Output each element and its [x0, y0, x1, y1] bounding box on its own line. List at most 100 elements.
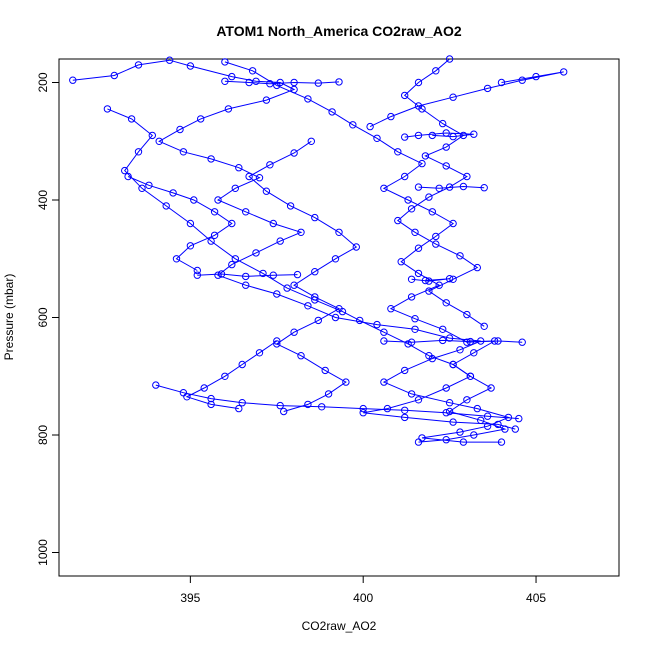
y-tick-label: 1000	[36, 539, 50, 566]
data-point	[335, 228, 343, 237]
data-point	[463, 310, 471, 319]
data-point	[297, 352, 305, 360]
data-point	[290, 85, 298, 94]
data-point	[314, 316, 322, 325]
series-line	[197, 273, 298, 277]
data-point	[470, 130, 478, 138]
data-point	[165, 56, 174, 64]
data-point	[280, 407, 288, 416]
series-line	[107, 108, 516, 430]
series-points	[69, 55, 568, 446]
plot-area	[69, 55, 568, 446]
data-point	[470, 431, 478, 439]
data-point	[414, 396, 423, 404]
data-point	[200, 384, 208, 392]
data-point	[439, 336, 447, 345]
data-point	[383, 404, 392, 413]
data-point	[242, 208, 250, 216]
data-point	[425, 352, 433, 360]
series-line	[224, 61, 507, 443]
data-point	[456, 428, 464, 436]
data-point	[255, 174, 264, 182]
data-point	[518, 338, 526, 346]
data-point	[155, 137, 163, 146]
data-point	[442, 143, 450, 151]
data-point	[210, 208, 219, 216]
y-axis: 200 400 600 800 1000	[36, 72, 59, 566]
data-point	[221, 77, 229, 86]
data-point	[449, 93, 457, 101]
data-point	[463, 338, 471, 346]
data-point	[242, 281, 250, 289]
data-point	[148, 131, 157, 140]
series-line	[418, 185, 485, 189]
data-point	[401, 172, 409, 181]
data-point	[307, 137, 315, 146]
data-point	[394, 148, 402, 156]
data-point	[359, 409, 367, 417]
data-point	[428, 131, 436, 140]
data-point	[445, 55, 454, 63]
data-point	[449, 219, 457, 228]
data-point	[103, 105, 112, 113]
data-point	[439, 325, 447, 333]
data-point	[435, 184, 443, 193]
series-line	[185, 340, 278, 410]
data-point	[183, 393, 191, 401]
data-point	[304, 400, 312, 409]
data-point	[501, 425, 509, 433]
data-point	[290, 281, 298, 289]
data-point	[255, 349, 264, 357]
data-point	[221, 372, 229, 380]
data-point	[466, 372, 475, 380]
data-point	[269, 271, 277, 279]
y-tick-label: 400	[36, 190, 50, 210]
data-point	[252, 249, 260, 257]
data-point	[186, 219, 195, 228]
data-point	[387, 112, 395, 121]
data-point	[207, 400, 215, 409]
data-point	[228, 260, 236, 269]
data-point	[207, 394, 215, 403]
data-point	[290, 78, 298, 87]
data-point	[359, 404, 367, 413]
data-point	[224, 105, 233, 113]
data-point	[245, 172, 253, 181]
data-point	[238, 399, 246, 407]
data-point	[421, 152, 430, 160]
data-point	[110, 71, 119, 80]
data-point	[186, 242, 195, 250]
data-point	[518, 76, 526, 84]
data-point	[425, 193, 433, 201]
data-point	[127, 115, 136, 123]
data-point	[401, 413, 409, 422]
data-point	[445, 334, 454, 342]
data-point	[414, 269, 423, 278]
data-point	[210, 231, 219, 240]
data-point	[428, 208, 436, 216]
data-point	[425, 277, 433, 285]
data-point	[407, 293, 416, 301]
series-line	[396, 58, 485, 327]
data-point	[273, 337, 281, 345]
data-point	[387, 305, 395, 313]
data-point	[504, 413, 513, 422]
data-point	[331, 313, 340, 322]
data-point	[311, 213, 319, 222]
data-point	[373, 320, 381, 329]
data-point	[442, 409, 450, 417]
data-point	[283, 284, 291, 292]
data-point	[293, 270, 302, 279]
data-point	[69, 76, 77, 84]
data-point	[290, 149, 298, 157]
data-point	[380, 184, 388, 193]
data-point	[394, 216, 402, 225]
series-line	[369, 71, 564, 128]
data-point	[286, 202, 295, 210]
data-point	[321, 366, 329, 375]
data-point	[290, 328, 298, 336]
data-point	[477, 416, 485, 424]
data-point	[414, 244, 423, 252]
y-tick-label: 200	[36, 72, 50, 92]
data-point	[414, 131, 423, 140]
